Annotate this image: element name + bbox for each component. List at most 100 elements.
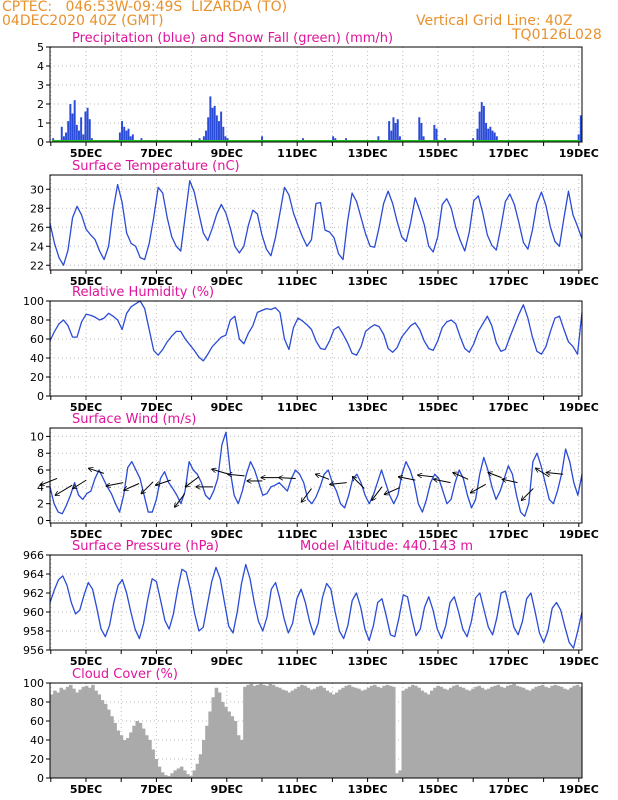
- cloud-bar: [556, 685, 561, 778]
- y-tick-label: 2: [37, 98, 44, 111]
- cloud-bar: [572, 685, 577, 778]
- precip-bar: [129, 136, 132, 142]
- cloud-bar: [328, 692, 333, 778]
- y-tick-label: 80: [30, 696, 44, 709]
- cloud-bar: [325, 690, 330, 778]
- y-tick-label: 10: [30, 430, 44, 443]
- y-tick-label: 964: [23, 568, 44, 581]
- precip-bar: [82, 134, 85, 142]
- precip-bar: [398, 136, 401, 142]
- panel-title-temp: Surface Temperature (nC): [72, 159, 240, 174]
- cloud-bar: [331, 694, 336, 778]
- precip-bar: [131, 134, 134, 142]
- cloud-bar: [531, 688, 535, 778]
- y-tick-label: 4: [37, 60, 44, 73]
- precip-bar: [71, 113, 74, 142]
- cloud-bar: [50, 694, 54, 778]
- precip-bar: [390, 130, 393, 142]
- wind-arrow: [434, 479, 451, 484]
- series-line-pres: [49, 563, 583, 649]
- cloud-bar: [103, 703, 108, 778]
- cloud-bar: [490, 686, 494, 778]
- y-tick-label: 60: [30, 333, 44, 346]
- x-tick-label: 9DEC: [211, 528, 243, 541]
- precip-bar: [69, 104, 72, 142]
- cloud-bar: [449, 687, 453, 778]
- header-grid-note: Vertical Grid Line: 40Z: [416, 13, 573, 29]
- wind-arrow: [212, 469, 229, 475]
- x-tick-label: 7DEC: [140, 147, 172, 160]
- panel-rh: Relative Humidity (%) 0 20 40 60 80 100 5DEC 7DE…: [23, 285, 599, 414]
- wind-arrow: [330, 483, 347, 485]
- cloud-bar: [426, 694, 431, 778]
- cloud-bar: [521, 687, 526, 778]
- x-tick-label: 19DEC: [559, 783, 599, 796]
- x-tick-label: 17DEC: [488, 147, 528, 160]
- cloud-bar: [436, 685, 440, 778]
- precip-bar: [121, 121, 124, 142]
- precip-bar: [118, 132, 121, 142]
- wind-arrow: [301, 488, 312, 503]
- cloud-bar: [553, 684, 558, 778]
- x-tick-label: 7DEC: [140, 655, 172, 668]
- panel-wind: Surface Wind (m/s) 0 2 4 6 8 10 5DEC 7DEC 9DEC 11D…: [30, 412, 599, 541]
- cloud-bar: [335, 692, 339, 778]
- wind-arrow: [546, 473, 564, 475]
- wind-arrow: [453, 472, 469, 480]
- cloud-bar: [268, 683, 273, 778]
- x-tick-label: 15DEC: [418, 275, 458, 288]
- x-tick-label: 9DEC: [211, 401, 243, 414]
- panel-frame: [49, 682, 583, 779]
- x-tick-label: 13DEC: [348, 275, 388, 288]
- cloud-bar: [243, 686, 247, 778]
- cloud-bar: [53, 690, 57, 778]
- wind-arrow: [124, 483, 140, 490]
- cloud-bar: [91, 684, 95, 778]
- cloud-bar: [433, 687, 437, 778]
- y-tick-label: 0: [37, 514, 44, 527]
- x-tick-label: 19DEC: [559, 528, 599, 541]
- cloud-bar: [119, 735, 124, 778]
- wind-arrow: [279, 478, 296, 479]
- y-tick-label: 100: [23, 677, 44, 690]
- cloud-bar: [110, 716, 114, 778]
- cloud-bar: [506, 685, 510, 778]
- precip-bar: [202, 136, 205, 142]
- x-tick-label: 5DEC: [70, 147, 102, 160]
- cloud-bar: [509, 684, 513, 778]
- cloud-bar: [195, 763, 200, 778]
- y-tick-label: 8: [37, 447, 44, 460]
- cloud-bar: [407, 686, 412, 778]
- x-tick-label: 15DEC: [418, 401, 458, 414]
- cloud-bar: [575, 684, 580, 778]
- x-tick-label: 17DEC: [488, 783, 528, 796]
- cloud-bar: [246, 684, 250, 778]
- cloud-bar: [420, 690, 425, 778]
- panel-frame: [49, 554, 583, 651]
- x-tick-label: 5DEC: [70, 275, 102, 288]
- precip-bar: [489, 126, 492, 142]
- cloud-bar: [493, 685, 497, 778]
- precip-bar: [396, 119, 399, 142]
- header-station: CPTEC: 046:53W-09:49S LIZARDA (TO): [2, 0, 288, 15]
- wind-arrow: [502, 479, 518, 484]
- cloud-bar: [445, 689, 450, 778]
- cloud-bar: [369, 685, 374, 778]
- cloud-bar: [157, 766, 162, 778]
- x-tick-label: 13DEC: [348, 401, 388, 414]
- cloud-bar: [569, 687, 573, 778]
- series-line-rh: [49, 300, 583, 362]
- y-tick-label: 5: [37, 41, 44, 54]
- cloud-bar: [88, 687, 92, 778]
- header-code: TQ0126L028: [512, 27, 602, 43]
- cloud-bar: [350, 686, 355, 778]
- cloud-bar: [528, 690, 532, 778]
- cloud-bar: [477, 685, 482, 778]
- precip-bar: [487, 128, 490, 142]
- wind-arrow: [89, 468, 104, 474]
- cloud-bar: [534, 686, 539, 778]
- x-tick-label: 9DEC: [211, 783, 243, 796]
- x-tick-label: 17DEC: [488, 275, 528, 288]
- wind-arrow: [418, 475, 434, 477]
